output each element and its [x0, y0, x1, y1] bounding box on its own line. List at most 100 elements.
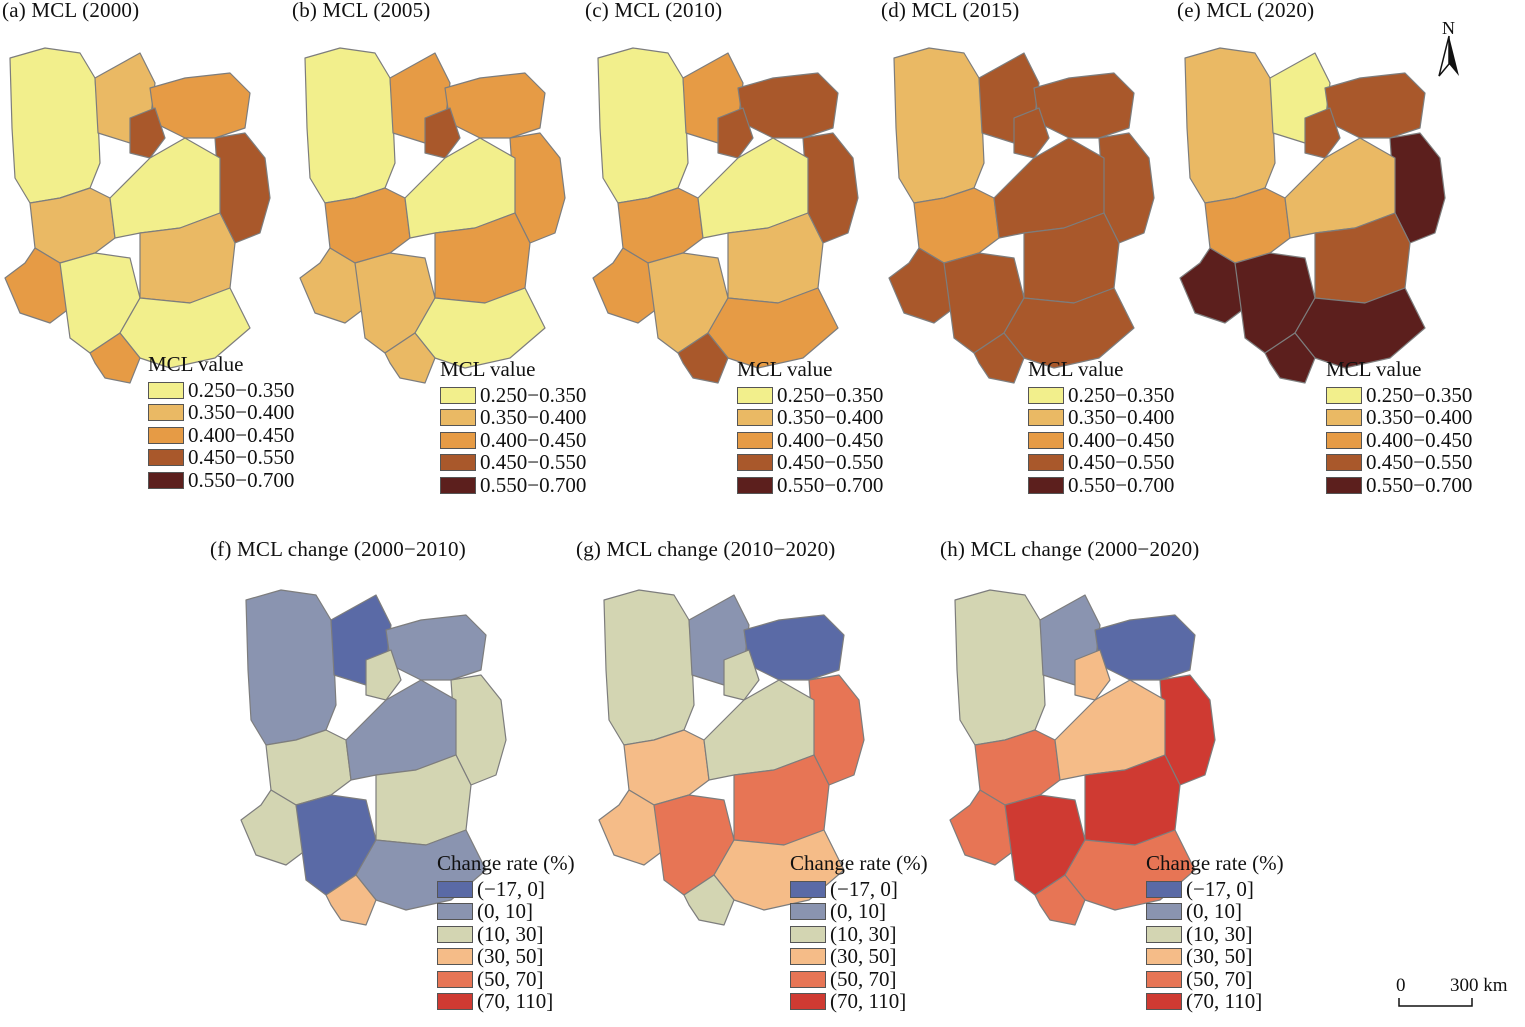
legend-item: 0.450−0.550: [440, 450, 586, 474]
legend-swatch: [790, 925, 826, 943]
region-map: [1179, 47, 1446, 384]
legend-title: MCL value: [1028, 357, 1124, 381]
region-map: [888, 47, 1155, 384]
legend-swatch: [737, 386, 773, 404]
legend-item: 0.350−0.400: [1028, 405, 1174, 429]
legend-item: 0.400−0.450: [1326, 428, 1472, 452]
north-arrow-icon: [1438, 35, 1459, 77]
legend-item: 0.450−0.550: [737, 450, 884, 475]
legend-label: 0.450−0.550: [777, 450, 884, 475]
legend-label: (30, 50]: [830, 944, 897, 969]
legend-label: (70, 110]: [1186, 989, 1263, 1014]
panel-title: (g) MCL change (2010−2020): [576, 537, 836, 561]
legend-swatch: [737, 431, 773, 449]
legend-swatch: [148, 449, 184, 467]
legend-swatch: [437, 903, 473, 921]
legend-item: 0.550−0.700: [440, 472, 587, 497]
map-region-4: [1013, 107, 1050, 159]
map-region-1: [603, 589, 695, 746]
map-region-11: [414, 287, 546, 369]
legend-item: 0.450−0.550: [1028, 450, 1174, 474]
map-region-4: [365, 649, 402, 701]
map-region-11: [119, 287, 251, 369]
legend-item: (30, 50]: [437, 944, 575, 969]
legend-item: 0.350−0.400: [148, 400, 294, 424]
legend-item: (−17, 0]: [1146, 876, 1284, 901]
legend-label: (70, 110]: [477, 989, 554, 1014]
legend-item: 0.250−0.350: [737, 383, 883, 407]
region-map: [598, 589, 865, 926]
legend-swatch: [440, 386, 476, 404]
legend-label: 0.250−0.350: [1068, 382, 1175, 407]
map-region-12: [677, 332, 729, 384]
legend-item: 0.250−0.350: [148, 378, 294, 402]
legend-title: Change rate (%): [1146, 851, 1284, 875]
legend-swatch: [440, 409, 476, 427]
legend-label: 0.550−0.700: [1068, 472, 1175, 497]
legend-item: (10, 30]: [1146, 921, 1284, 946]
map-region-3: [149, 72, 251, 139]
legend-item: (−17, 0]: [790, 877, 928, 901]
panel-title: (f) MCL change (2000−2010): [210, 537, 466, 561]
legend-title: MCL value: [737, 357, 833, 381]
map-region-11: [1003, 287, 1135, 369]
legend-item: (10, 30]: [790, 921, 928, 946]
legend-title: Change rate (%): [437, 851, 575, 875]
legend-label: (70, 110]: [830, 989, 907, 1014]
legend-swatch: [1028, 409, 1064, 427]
legend-item: 0.250−0.350: [1028, 382, 1175, 407]
legend-swatch: [1146, 948, 1182, 966]
scale-distance-label: 300 km: [1450, 975, 1508, 996]
legend-item: 0.450−0.550: [1326, 450, 1473, 475]
legend-label: 0.350−0.400: [1366, 405, 1473, 430]
legend-item: 0.250−0.350: [1326, 383, 1472, 407]
legend-label: (−17, 0]: [477, 876, 545, 901]
map-region-4: [1304, 107, 1341, 159]
map-region-11: [1294, 287, 1426, 369]
legend-swatch: [1028, 476, 1064, 494]
map-region-1: [597, 47, 689, 204]
legend-swatch: [437, 880, 473, 898]
legend-label: (10, 30]: [1186, 921, 1253, 946]
legend-item: (70, 110]: [437, 989, 575, 1014]
legend-label: (0, 10]: [477, 899, 533, 924]
region-map: [4, 47, 271, 384]
legend-label: 0.550−0.700: [480, 472, 587, 497]
legend-label: 0.550−0.700: [777, 472, 884, 497]
north-label: N: [1442, 18, 1455, 38]
legend-label: 0.550−0.700: [1366, 472, 1473, 497]
legend-item: 0.400−0.450: [440, 428, 586, 452]
legend-label: 0.400−0.450: [777, 427, 884, 452]
legend-label: (30, 50]: [477, 944, 544, 969]
scale-bar: [1398, 998, 1473, 1007]
legend-item: (50, 70]: [437, 967, 575, 991]
legend-swatch: [440, 454, 476, 472]
region-map: [240, 589, 507, 926]
legend-swatch: [148, 471, 184, 489]
map-region-4: [424, 107, 461, 159]
legend-swatch: [1326, 431, 1362, 449]
legend-item: 0.550−0.700: [1326, 472, 1473, 497]
legend-title: MCL value: [1326, 357, 1422, 381]
legend-swatch: [790, 948, 826, 966]
region-map: [949, 589, 1216, 926]
legend-swatch: [1146, 970, 1182, 988]
legend-label: (−17, 0]: [1186, 876, 1254, 901]
legend-swatch: [437, 970, 473, 988]
map-legend: Change rate (%) (−17, 0] (0, 10] (10, 30] (3…: [437, 851, 575, 1013]
legend-swatch: [440, 476, 476, 494]
map-region-4: [723, 649, 760, 701]
legend-swatch: [1146, 903, 1182, 921]
legend-label: 0.400−0.450: [188, 422, 295, 447]
map-region-12: [384, 332, 436, 384]
legend-item: 0.400−0.450: [1028, 428, 1174, 452]
map-legend: MCL value 0.250−0.350 0.350−0.400 0.400−0.4…: [148, 352, 294, 492]
map-legend: MCL value 0.250−0.350 0.350−0.400 0.400−0.4…: [1326, 357, 1472, 497]
legend-swatch: [437, 993, 473, 1011]
legend-item: (70, 110]: [790, 989, 928, 1014]
legend-label: 0.450−0.550: [1366, 450, 1473, 475]
legend-label: 0.450−0.550: [188, 445, 295, 470]
legend-title: MCL value: [440, 357, 536, 381]
legend-label: (10, 30]: [830, 921, 897, 946]
map-region-3: [385, 614, 487, 681]
